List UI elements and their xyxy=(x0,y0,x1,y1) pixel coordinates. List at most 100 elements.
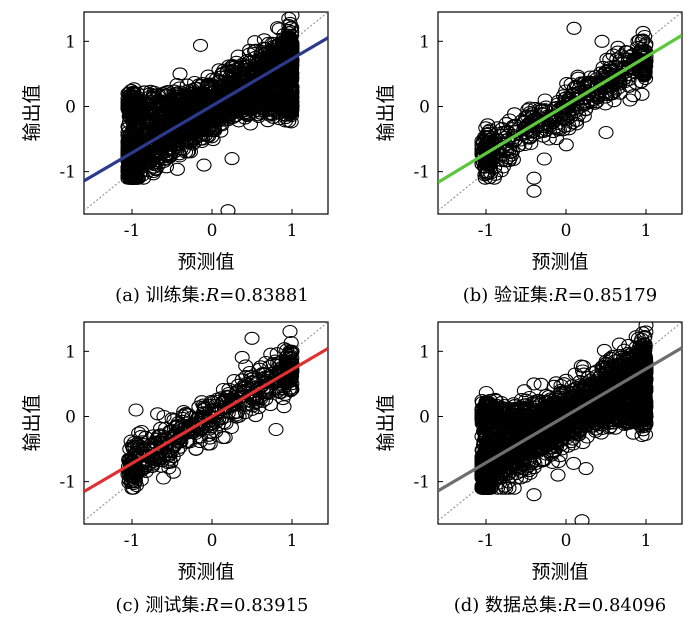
scatter-point xyxy=(621,79,637,93)
scatter-point xyxy=(265,357,281,371)
scatter-point xyxy=(568,79,584,93)
scatter-point xyxy=(555,123,571,137)
scatter-point xyxy=(254,93,270,107)
caption-r-value: =0.83915 xyxy=(219,595,309,616)
y-tick-label: 1 xyxy=(419,32,430,52)
scatter-point xyxy=(592,77,609,91)
scatter-point xyxy=(602,53,618,67)
scatter-point xyxy=(192,38,209,52)
scatter-point xyxy=(281,355,297,369)
y-tick-label: -1 xyxy=(413,163,430,183)
scatter-point xyxy=(178,408,194,422)
scatter-point xyxy=(202,437,218,451)
scatter-point xyxy=(550,468,566,482)
y-tick-label: 1 xyxy=(65,342,76,362)
scatter-point xyxy=(181,90,197,104)
scatter-point xyxy=(137,103,153,117)
caption-r-symbol: R xyxy=(553,285,568,306)
scatter-point xyxy=(120,139,136,153)
scatter-point xyxy=(621,60,638,74)
scatter-point xyxy=(234,350,250,364)
y-tick-label: 0 xyxy=(419,97,430,117)
panel-caption: (b) 验证集:R=0.85179 xyxy=(463,285,657,306)
y-tick-label: -1 xyxy=(59,163,76,183)
caption-prefix: (a) 训练集: xyxy=(115,285,206,306)
scatter-point xyxy=(224,152,240,166)
scatter-point xyxy=(283,336,299,350)
scatter-point xyxy=(267,76,284,91)
scatter-point xyxy=(634,67,651,82)
scatter-point xyxy=(280,373,296,387)
scatter-point xyxy=(566,21,582,35)
x-tick-label: -1 xyxy=(124,221,141,241)
scatter-point xyxy=(495,148,511,162)
scatter-point xyxy=(261,49,277,63)
scatter-point xyxy=(565,102,581,116)
regression-line xyxy=(84,347,328,493)
scatter-point xyxy=(522,101,538,115)
x-axis-title: 预测值 xyxy=(531,251,588,273)
scatter-point xyxy=(494,122,510,136)
scatter-points xyxy=(120,12,300,214)
scatter-point xyxy=(131,426,147,440)
scatter-point xyxy=(128,152,144,166)
axis-ticks xyxy=(84,40,293,214)
scatter-point xyxy=(202,431,218,445)
y-axis-title: 输出值 xyxy=(21,394,43,451)
scatter-point xyxy=(576,109,592,123)
scatter-point xyxy=(132,439,148,453)
scatter-point xyxy=(587,70,603,84)
scatter-point xyxy=(125,442,141,456)
scatter-point xyxy=(157,99,173,113)
x-axis-title: 预测值 xyxy=(177,561,234,583)
scatter-point xyxy=(197,412,213,426)
scatter-point xyxy=(517,469,533,483)
scatter-point xyxy=(216,415,232,430)
caption-r-value: =0.85179 xyxy=(568,285,658,306)
scatter-point xyxy=(196,88,212,102)
scatter-point xyxy=(578,462,594,476)
scatter-point xyxy=(475,149,491,163)
x-tick-label: 1 xyxy=(641,221,652,241)
scatter-point xyxy=(573,76,589,90)
scatter-point xyxy=(120,95,137,109)
scatter-point xyxy=(164,445,180,459)
scatter-point xyxy=(203,112,219,126)
scatter-point xyxy=(516,123,532,137)
scatter-point xyxy=(283,346,299,360)
scatter-point xyxy=(152,429,168,443)
scatter-point xyxy=(581,75,597,89)
scatter-point xyxy=(480,166,496,180)
y-tick-label: -1 xyxy=(59,473,76,493)
scatter-point xyxy=(123,434,139,448)
scatter-point xyxy=(151,128,167,142)
scatter-point xyxy=(121,132,137,146)
scatter-point xyxy=(477,138,493,152)
scatter-points xyxy=(120,324,300,495)
scatter-point xyxy=(129,115,145,129)
scatter-point xyxy=(220,204,236,214)
scatter-point xyxy=(594,34,610,48)
axis-ticks xyxy=(84,350,293,524)
scatter-point xyxy=(208,72,224,86)
scatter-point xyxy=(193,132,209,146)
regression-line xyxy=(438,33,682,184)
scatter-point xyxy=(241,55,257,69)
scatter-point xyxy=(526,184,542,198)
scatter-point xyxy=(169,78,185,92)
scatter-point xyxy=(220,106,236,120)
scatter-point xyxy=(637,61,653,75)
panel-caption: (c) 测试集:R=0.83915 xyxy=(115,595,308,616)
scatter-point xyxy=(133,430,149,444)
scatter-point xyxy=(248,409,264,423)
scatter-point xyxy=(618,45,634,59)
scatter-point xyxy=(120,150,136,164)
scatter-point xyxy=(123,455,139,469)
scatter-point xyxy=(182,435,198,449)
scatter-point xyxy=(166,84,182,98)
scatter-point xyxy=(609,52,625,66)
scatter-point xyxy=(221,382,237,396)
scatter-point xyxy=(150,407,166,421)
scatter-point xyxy=(558,138,574,152)
